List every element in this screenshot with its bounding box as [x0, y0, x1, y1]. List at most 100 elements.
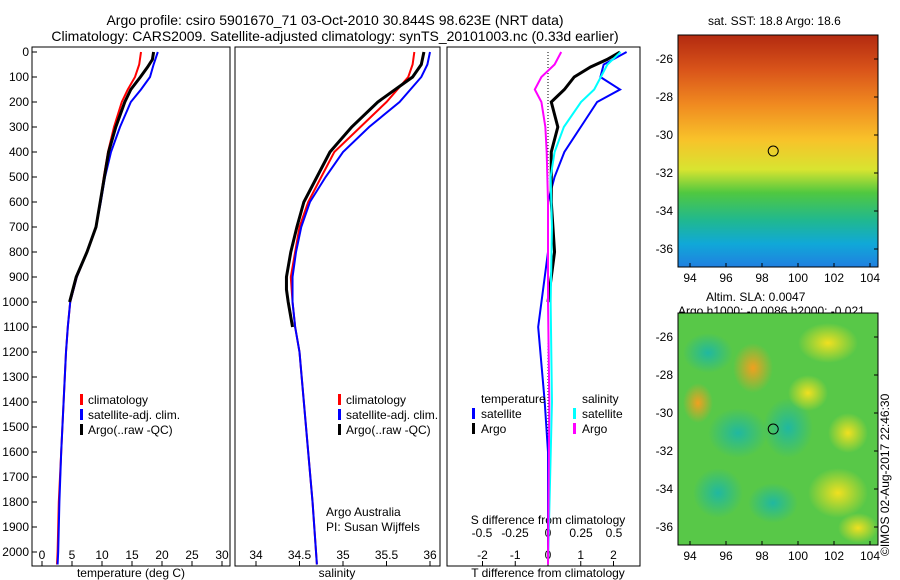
sla-map-ytick-label: -36 [656, 520, 674, 534]
s-difference-tick-label: -0.5 [472, 526, 493, 540]
temperature-xtick-label: 20 [155, 548, 169, 562]
s-difference-tick-label: -0.25 [501, 526, 529, 540]
depth-tick-label: 200 [9, 95, 29, 109]
annotation-institution: Argo Australia [326, 505, 401, 519]
depth-tick-label: 1100 [3, 320, 29, 334]
sst-map-xtick-label: 96 [719, 271, 733, 285]
difference-series-s-satellite [547, 51, 622, 565]
sla-map-title: Altim. SLA: 0.0047 [706, 290, 806, 304]
figure-title: Argo profile: csiro 5901670_71 03-Oct-20… [106, 12, 564, 28]
salinity-legend-swatch [338, 409, 341, 420]
salinity-legend-swatch [338, 424, 341, 435]
sst-map-xtick-label: 102 [824, 271, 844, 285]
salinity-axes-frame [234, 46, 441, 567]
sst-map-ytick-label: -26 [656, 52, 674, 66]
salinity-xlabel: salinity [319, 566, 356, 580]
temperature-legend-swatch [80, 424, 83, 435]
t-difference-label: T difference from climatology [471, 566, 625, 580]
salinity-legend-label: Argo(..raw -QC) [346, 423, 431, 437]
depth-tick-label: 1000 [2, 295, 29, 309]
salinity-series-satellite [291, 51, 431, 565]
sst-map-ytick-label: -30 [656, 128, 674, 142]
depth-tick-label: 1500 [2, 420, 29, 434]
temperature-xtick-label: 0 [39, 548, 46, 562]
difference-legend-title: temperature [481, 392, 546, 406]
difference-legend-swatch [472, 408, 475, 419]
temperature-legend-swatch [80, 394, 83, 405]
sla-map-anomaly-blob [788, 375, 828, 411]
temperature-xtick-label: 25 [185, 548, 199, 562]
sla-map-xtick-label: 96 [719, 549, 733, 563]
temperature-legend-swatch [80, 409, 83, 420]
sla-map-ytick-label: -28 [656, 368, 674, 382]
temperature-series-satellite [56, 51, 159, 565]
sla-map-ytick-label: -26 [656, 330, 674, 344]
salinity-xtick-label: 35.5 [375, 548, 399, 562]
difference-legend-swatch [472, 423, 475, 434]
sla-map-anomaly-blob [733, 343, 773, 393]
sst-map-ytick-label: -34 [656, 204, 674, 218]
difference-axes-frame [446, 46, 641, 567]
depth-tick-label: 700 [9, 220, 29, 234]
temperature-legend-label: Argo(..raw -QC) [88, 423, 173, 437]
temperature-legend-label: climatology [88, 393, 148, 407]
sst-map-ytick-label: -36 [656, 242, 674, 256]
sla-map-anomaly-blob [693, 468, 743, 518]
t-difference-xtick-label: 1 [577, 548, 584, 562]
temperature-legend-label: satellite-adj. clim. [88, 408, 180, 422]
t-difference-xtick-label: 2 [610, 548, 617, 562]
sst-map-title: sat. SST: 18.8 Argo: 18.6 [708, 14, 841, 28]
sla-map-anomaly-blob [838, 513, 878, 543]
sst-map-frame [677, 34, 879, 268]
sla-map-anomaly-blob [683, 383, 713, 423]
difference-legend-label: Argo [582, 422, 608, 436]
sla-map-anomaly-blob [798, 323, 858, 363]
sla-map-xtick-label: 98 [755, 549, 769, 563]
difference-series-t-argo [546, 50, 621, 303]
sla-map-anomaly-blob [708, 408, 768, 458]
depth-tick-label: 2000 [2, 545, 29, 559]
depth-tick-label: 1800 [2, 495, 29, 509]
depth-tick-label: 500 [9, 170, 29, 184]
salinity-series-argo [284, 51, 426, 328]
sla-map-ytick-label: -30 [656, 406, 674, 420]
depth-tick-label: 1400 [2, 395, 29, 409]
depth-tick-label: 1700 [2, 470, 29, 484]
sla-map-frame [677, 312, 879, 546]
temperature-xtick-label: 30 [215, 548, 229, 562]
sla-map-anomaly-blob [828, 413, 868, 453]
temperature-xlabel: temperature (deg C) [77, 566, 185, 580]
difference-legend-label: satellite [582, 407, 623, 421]
figure-subtitle: Climatology: CARS2009. Satellite-adjuste… [51, 28, 619, 44]
salinity-xtick-label: 35 [336, 548, 350, 562]
difference-legend-label: satellite [481, 407, 522, 421]
difference-series-s-argo [533, 51, 563, 565]
temperature-series-argo [68, 51, 156, 303]
salinity-legend-swatch [338, 394, 341, 405]
salinity-xtick-label: 34 [249, 548, 263, 562]
sla-map-ytick-label: -34 [656, 482, 674, 496]
temperature-xtick-label: 15 [125, 548, 139, 562]
sla-map-anomaly-blob [683, 333, 733, 373]
sst-map-profile-marker [767, 145, 779, 157]
difference-legend-title: salinity [582, 392, 619, 406]
depth-tick-label: 900 [9, 270, 29, 284]
sla-map-xtick-label: 102 [824, 549, 844, 563]
depth-tick-label: 1600 [2, 445, 29, 459]
sst-map-xtick-label: 100 [788, 271, 808, 285]
difference-legend-swatch [573, 408, 576, 419]
sst-map-ytick-label: -28 [656, 90, 674, 104]
depth-tick-label: 100 [9, 70, 29, 84]
sla-map-xtick-label: 104 [860, 549, 880, 563]
s-difference-tick-label: 0.5 [606, 526, 623, 540]
difference-legend-swatch [573, 423, 576, 434]
t-difference-xtick-label: -2 [477, 548, 488, 562]
depth-tick-label: 600 [9, 195, 29, 209]
sst-map-xtick-label: 94 [683, 271, 697, 285]
depth-tick-label: 400 [9, 145, 29, 159]
s-difference-tick-label: 0.25 [569, 526, 593, 540]
salinity-legend-label: satellite-adj. clim. [346, 408, 438, 422]
sla-map-anomaly-blob [748, 483, 798, 523]
sla-map-xtick-label: 100 [788, 549, 808, 563]
